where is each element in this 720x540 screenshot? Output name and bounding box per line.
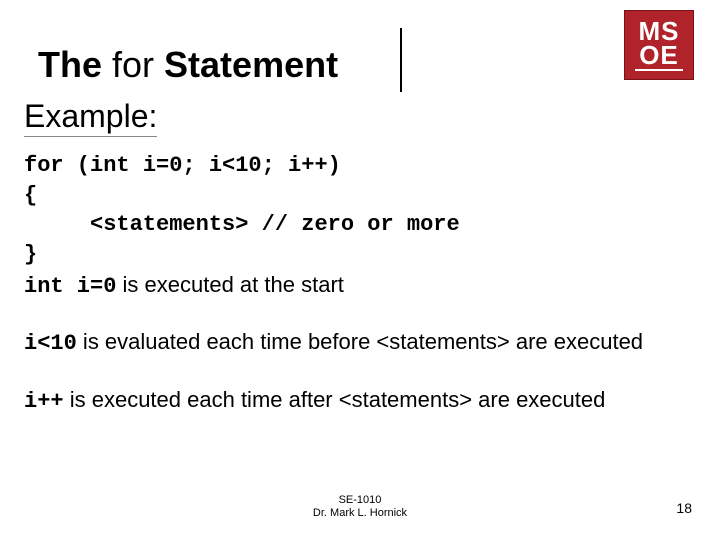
code-block: for (int i=0; i<10; i++) { <statements> … xyxy=(24,151,696,270)
title-part2: for xyxy=(112,44,164,85)
slide-title: The for Statement xyxy=(38,44,338,86)
content-area: Example: for (int i=0; i<10; i++) { <sta… xyxy=(24,98,696,417)
code-line-3: <statements> // zero or more xyxy=(24,212,460,237)
footer: SE-1010 Dr. Mark L. Hornick xyxy=(0,494,720,520)
code-line-2: { xyxy=(24,183,37,208)
logo-bar xyxy=(635,69,683,71)
footer-course: SE-1010 xyxy=(0,494,720,507)
explain-1: int i=0 is executed at the start xyxy=(24,270,696,302)
explain-3-text: is executed each time after <statements>… xyxy=(64,387,606,412)
title-part3: Statement xyxy=(164,44,338,85)
example-label: Example: xyxy=(24,98,157,137)
explain-3-code: i++ xyxy=(24,389,64,414)
title-part1: The xyxy=(38,44,112,85)
code-line-4: } xyxy=(24,242,37,267)
title-row: The for Statement xyxy=(0,28,720,86)
title-divider xyxy=(400,28,402,92)
explain-1-code: int i=0 xyxy=(24,274,116,299)
footer-author: Dr. Mark L. Hornick xyxy=(0,507,720,520)
slide: The for Statement MS OE Example: for (in… xyxy=(0,0,720,540)
msoe-logo: MS OE xyxy=(624,10,694,80)
code-line-1: for (int i=0; i<10; i++) xyxy=(24,153,341,178)
explain-2-text: is evaluated each time before <statement… xyxy=(77,329,643,354)
explain-2-code: i<10 xyxy=(24,331,77,356)
explain-2: i<10 is evaluated each time before <stat… xyxy=(24,327,696,359)
explain-3: i++ is executed each time after <stateme… xyxy=(24,385,696,417)
logo-line2: OE xyxy=(639,43,679,67)
page-number: 18 xyxy=(676,500,692,516)
explain-1-text: is executed at the start xyxy=(116,272,343,297)
